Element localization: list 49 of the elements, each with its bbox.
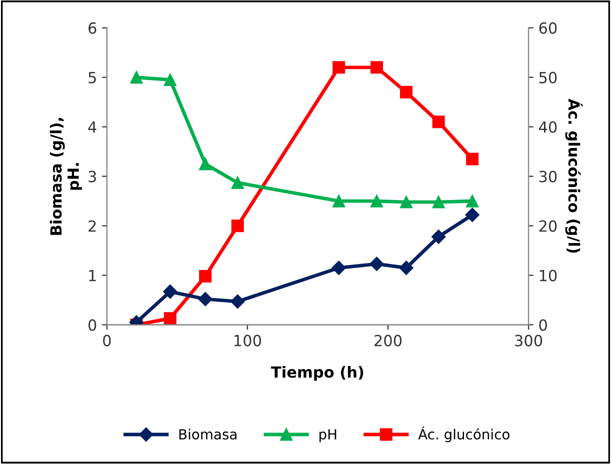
point [231, 176, 244, 190]
y-tick-label: 3 [88, 170, 96, 182]
point [370, 256, 384, 271]
x-tick-label: 200 [374, 334, 402, 346]
point [332, 61, 346, 74]
y2-tick-label: 40 [538, 121, 557, 133]
point [164, 312, 176, 325]
point [466, 194, 479, 208]
point [230, 294, 245, 309]
y-tick-label: 6 [88, 22, 96, 34]
point [400, 86, 413, 98]
point [199, 158, 212, 170]
y-tick-label: 0 [88, 319, 96, 331]
legend-label: pH [320, 429, 336, 442]
y-tick-label: 2 [88, 220, 96, 232]
y2-tick-label: 20 [539, 220, 557, 232]
point [399, 260, 414, 275]
point [332, 260, 346, 275]
point [370, 194, 383, 208]
legend-label: Biomasa [179, 428, 236, 440]
y2-tick-label: 10 [540, 270, 557, 282]
point [130, 71, 143, 84]
x-tick-label: 300 [515, 334, 542, 346]
y-tick-label: 4 [88, 121, 96, 133]
point [466, 152, 479, 166]
point [432, 196, 445, 208]
point [199, 270, 212, 283]
y2-tick-label: 30 [539, 170, 557, 182]
x-tick-label: 0 [103, 334, 111, 346]
legend-label: Ác. glucónico [418, 426, 510, 442]
point [163, 284, 178, 299]
y-tick-label: 5 [88, 72, 96, 84]
x-tick-label: 100 [234, 334, 262, 346]
point [332, 194, 346, 208]
y2-axis-title: Ác. glucónico (g/l) [565, 98, 583, 253]
point [432, 230, 446, 244]
x-axis-title: Tiempo (h) [271, 366, 364, 381]
point [465, 208, 480, 222]
point [164, 74, 176, 86]
point [432, 116, 445, 128]
point [400, 196, 413, 208]
y2-tick-label: 0 [539, 319, 547, 331]
point [370, 61, 383, 74]
y2-tick-label: 60 [539, 22, 557, 34]
point [231, 220, 244, 232]
y-axis-title: Biomasa (g/l), pH. [50, 118, 82, 235]
point [198, 292, 212, 306]
y-tick-label: 1 [89, 270, 96, 282]
y2-tick-label: 50 [539, 72, 557, 84]
